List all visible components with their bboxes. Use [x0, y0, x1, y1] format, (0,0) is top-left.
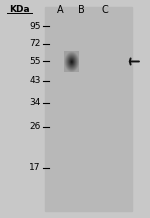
Text: C: C: [102, 5, 108, 15]
Text: 72: 72: [29, 39, 40, 48]
Text: 34: 34: [29, 98, 40, 107]
Text: A: A: [57, 5, 63, 15]
Text: 43: 43: [29, 76, 40, 85]
Text: 55: 55: [29, 57, 40, 66]
Text: KDa: KDa: [9, 5, 30, 14]
Text: 26: 26: [29, 122, 40, 131]
Text: 95: 95: [29, 22, 40, 31]
Text: B: B: [78, 5, 85, 15]
Text: 17: 17: [29, 163, 40, 172]
Bar: [45, 7, 132, 211]
